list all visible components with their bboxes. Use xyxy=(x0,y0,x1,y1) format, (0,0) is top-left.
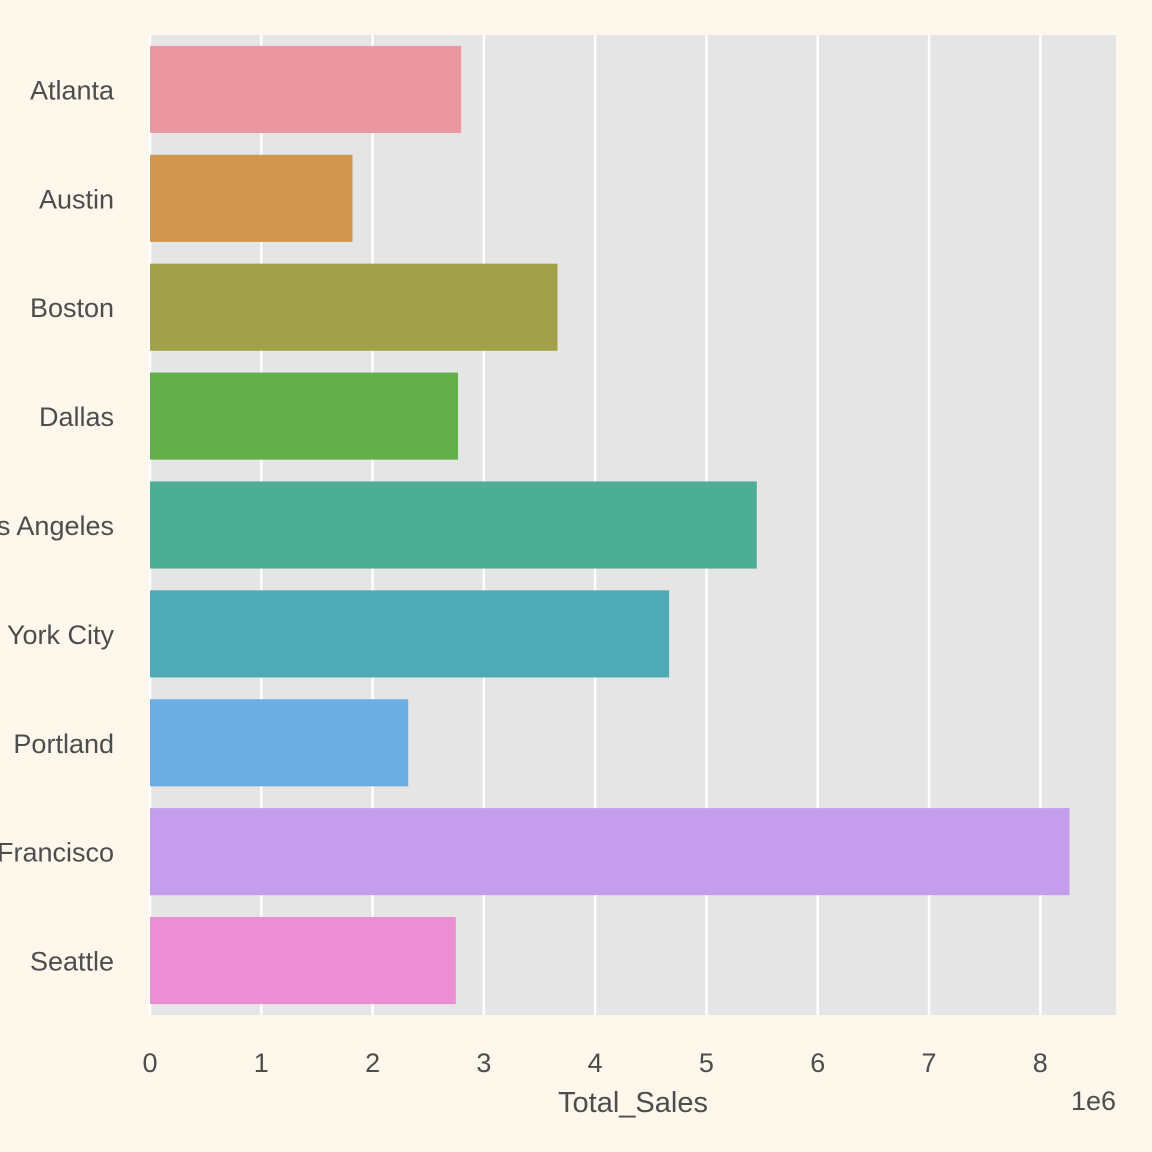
bar-portland xyxy=(150,699,409,787)
x-tick-label: 8 xyxy=(1033,1048,1048,1078)
bar-new-york-city xyxy=(150,590,670,678)
x-tick-label: 5 xyxy=(699,1048,714,1078)
x-tick-labels: 0 1 2 3 4 5 6 7 8 xyxy=(142,1048,1047,1078)
y-tick-label: New York City xyxy=(0,620,114,650)
x-tick-label: 4 xyxy=(588,1048,603,1078)
y-tick-label: Los Angeles xyxy=(0,511,114,541)
bar-atlanta xyxy=(150,45,462,134)
bar-austin xyxy=(150,154,353,242)
x-tick-label: 7 xyxy=(922,1048,937,1078)
bar-seattle xyxy=(150,917,456,1005)
y-tick-label: Boston xyxy=(30,293,114,323)
x-axis-label: Total_Sales xyxy=(558,1087,708,1119)
y-tick-label: Dallas xyxy=(39,402,114,432)
bar-san-francisco xyxy=(150,808,1070,896)
bar-boston xyxy=(150,263,558,351)
bar-los-angeles xyxy=(150,481,757,569)
y-tick-label: San Francisco xyxy=(0,838,114,868)
y-tick-label: Atlanta xyxy=(30,75,115,105)
x-tick-label: 0 xyxy=(142,1048,157,1078)
x-tick-label: 3 xyxy=(476,1048,491,1078)
y-tick-label: Austin xyxy=(39,184,114,214)
bars xyxy=(150,45,1070,1005)
y-tick-label: Seattle xyxy=(30,947,114,977)
y-tick-labels: Atlanta Austin Boston Dallas Los Angeles New … xyxy=(0,75,115,976)
x-tick-label: 6 xyxy=(810,1048,825,1078)
bar-dallas xyxy=(150,372,459,460)
x-axis-offset-label: 1e6 xyxy=(1071,1086,1116,1116)
x-tick-label: 1 xyxy=(254,1048,269,1078)
x-tick-label: 2 xyxy=(365,1048,380,1078)
y-tick-label: Portland xyxy=(13,729,114,759)
